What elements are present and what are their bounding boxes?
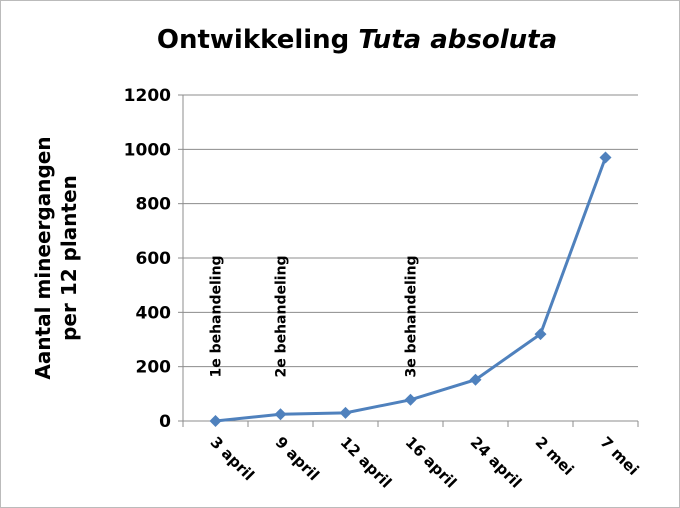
y-tick-label: 1200 bbox=[124, 86, 171, 106]
marker bbox=[469, 373, 482, 386]
annotation: 2e behandeling bbox=[274, 255, 290, 377]
y-tick-label: 1000 bbox=[124, 140, 171, 160]
y-tick-label: 600 bbox=[136, 249, 172, 269]
y-axis-label: Aantal mineergangen bbox=[31, 136, 55, 379]
y-tick-label: 400 bbox=[136, 303, 172, 323]
marker bbox=[209, 415, 222, 427]
y-axis-label: per 12 planten bbox=[57, 175, 81, 341]
title-italic: Tuta absoluta bbox=[358, 25, 557, 55]
y-tick-label: 200 bbox=[136, 358, 172, 378]
marker bbox=[339, 406, 352, 419]
chart-title: Ontwikkeling Tuta absoluta bbox=[157, 25, 557, 55]
y-tick-label: 800 bbox=[136, 195, 172, 215]
y-tick-label: 0 bbox=[159, 412, 171, 432]
title-text: Ontwikkeling bbox=[157, 25, 349, 55]
marker bbox=[404, 393, 417, 406]
marker bbox=[274, 408, 287, 421]
marker bbox=[599, 151, 612, 164]
annotation: 1e behandeling bbox=[209, 255, 225, 377]
annotation: 3e behandeling bbox=[404, 255, 420, 377]
marker bbox=[534, 328, 547, 341]
